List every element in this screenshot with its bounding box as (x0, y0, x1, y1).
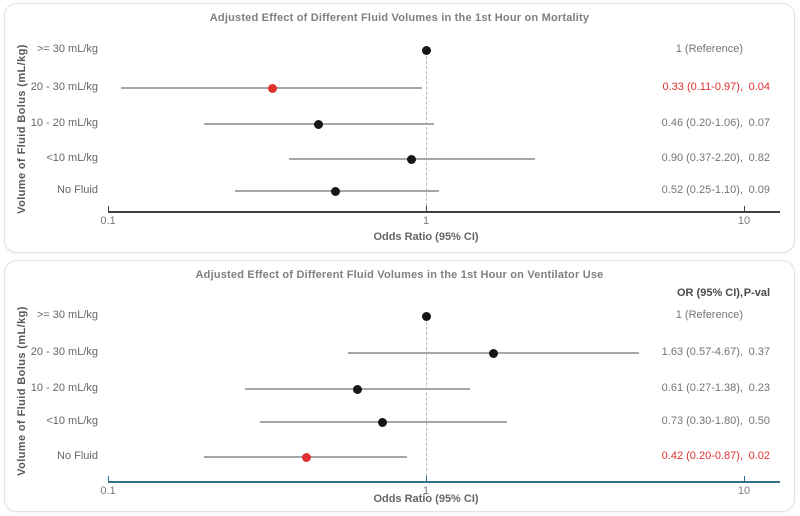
or-value-text: 1.63 (0.57-4.67), (661, 346, 743, 358)
p-value-text: 0.37 (748, 346, 770, 358)
x-axis-tick-label: 10 (737, 215, 751, 227)
odds-ratio-marker (488, 348, 498, 358)
forest-row-label: >= 30 mL/kg (36, 309, 98, 321)
forest-row-label: <10 mL/kg (46, 415, 98, 427)
or-value-text: 1 (Reference) (675, 309, 743, 321)
or-value-text: 0.73 (0.30-1.80), (661, 415, 743, 427)
odds-ratio-marker (314, 119, 324, 129)
x-axis-line (108, 211, 780, 213)
forest-row-label: 20 - 30 mL/kg (30, 346, 98, 358)
p-value-text: 0.09 (748, 184, 770, 196)
x-axis-tick (743, 476, 745, 481)
odds-ratio-marker (421, 45, 431, 55)
reference-line (425, 322, 427, 481)
x-axis-tick (107, 476, 109, 481)
panel-title: Adjusted Effect of Different Fluid Volum… (195, 269, 604, 281)
x-axis-tick-label: 1 (422, 485, 430, 497)
forest-row-label: 10 - 20 mL/kg (30, 117, 98, 129)
x-axis-tick (107, 206, 109, 211)
or-value-text: 1 (Reference) (675, 43, 743, 55)
x-axis-label: Odds Ratio (95% CI) (373, 231, 479, 243)
odds-ratio-marker-significant (301, 452, 311, 462)
p-value-text: 0.23 (748, 382, 770, 394)
forest-row-label: 10 - 20 mL/kg (30, 382, 98, 394)
mortality-forest-panel: Adjusted Effect of Different Fluid Volum… (4, 3, 795, 253)
x-axis-tick (743, 206, 745, 211)
x-axis-tick-label: 0.1 (100, 485, 116, 497)
pval-column-header: P-val (743, 287, 770, 299)
ventilator-forest-panel: Adjusted Effect of Different Fluid Volum… (4, 260, 795, 512)
p-value-text: 0.02 (748, 450, 770, 462)
forest-row-label: <10 mL/kg (46, 152, 98, 164)
x-axis-tick-label: 1 (422, 215, 430, 227)
odds-ratio-marker-significant (268, 83, 278, 93)
x-axis-tick-label: 10 (737, 485, 751, 497)
p-value-text: 0.04 (748, 81, 770, 93)
or-value-text: 0.90 (0.37-2.20), (661, 152, 743, 164)
or-value-text: 0.33 (0.11-0.97), (662, 81, 743, 93)
or-value-text: 0.52 (0.25-1.10), (661, 184, 743, 196)
forest-row-label: No Fluid (57, 184, 98, 196)
odds-ratio-marker (353, 384, 363, 394)
odds-ratio-marker (378, 417, 388, 427)
or-column-header: OR (95% CI), (676, 287, 743, 299)
x-axis-tick (425, 206, 427, 211)
p-value-text: 0.07 (748, 117, 770, 129)
odds-ratio-marker (406, 154, 416, 164)
forest-row-label: >= 30 mL/kg (36, 43, 98, 55)
forest-row-label: No Fluid (57, 450, 98, 462)
or-value-text: 0.42 (0.20-0.87), (661, 450, 743, 462)
x-axis-tick (425, 476, 427, 481)
p-value-text: 0.82 (748, 152, 770, 164)
x-axis-line (108, 481, 780, 483)
x-axis-label: Odds Ratio (95% CI) (373, 493, 479, 505)
plot-area: >= 30 mL/kg 1 (Reference) 20 - 30 mL/kg 0.3… (5, 4, 794, 252)
reference-line (425, 56, 427, 211)
or-value-text: 0.46 (0.20-1.06), (661, 117, 743, 129)
forest-row-label: 20 - 30 mL/kg (30, 81, 98, 93)
p-value-text: 0.50 (748, 415, 770, 427)
or-value-text: 0.61 (0.27-1.38), (661, 382, 743, 394)
odds-ratio-marker (331, 186, 341, 196)
panel-title: Adjusted Effect of Different Fluid Volum… (209, 12, 590, 24)
odds-ratio-marker (421, 311, 431, 321)
x-axis-tick-label: 0.1 (100, 215, 116, 227)
plot-area: >= 30 mL/kg 1 (Reference) 20 - 30 mL/kg 1.6… (5, 261, 794, 511)
